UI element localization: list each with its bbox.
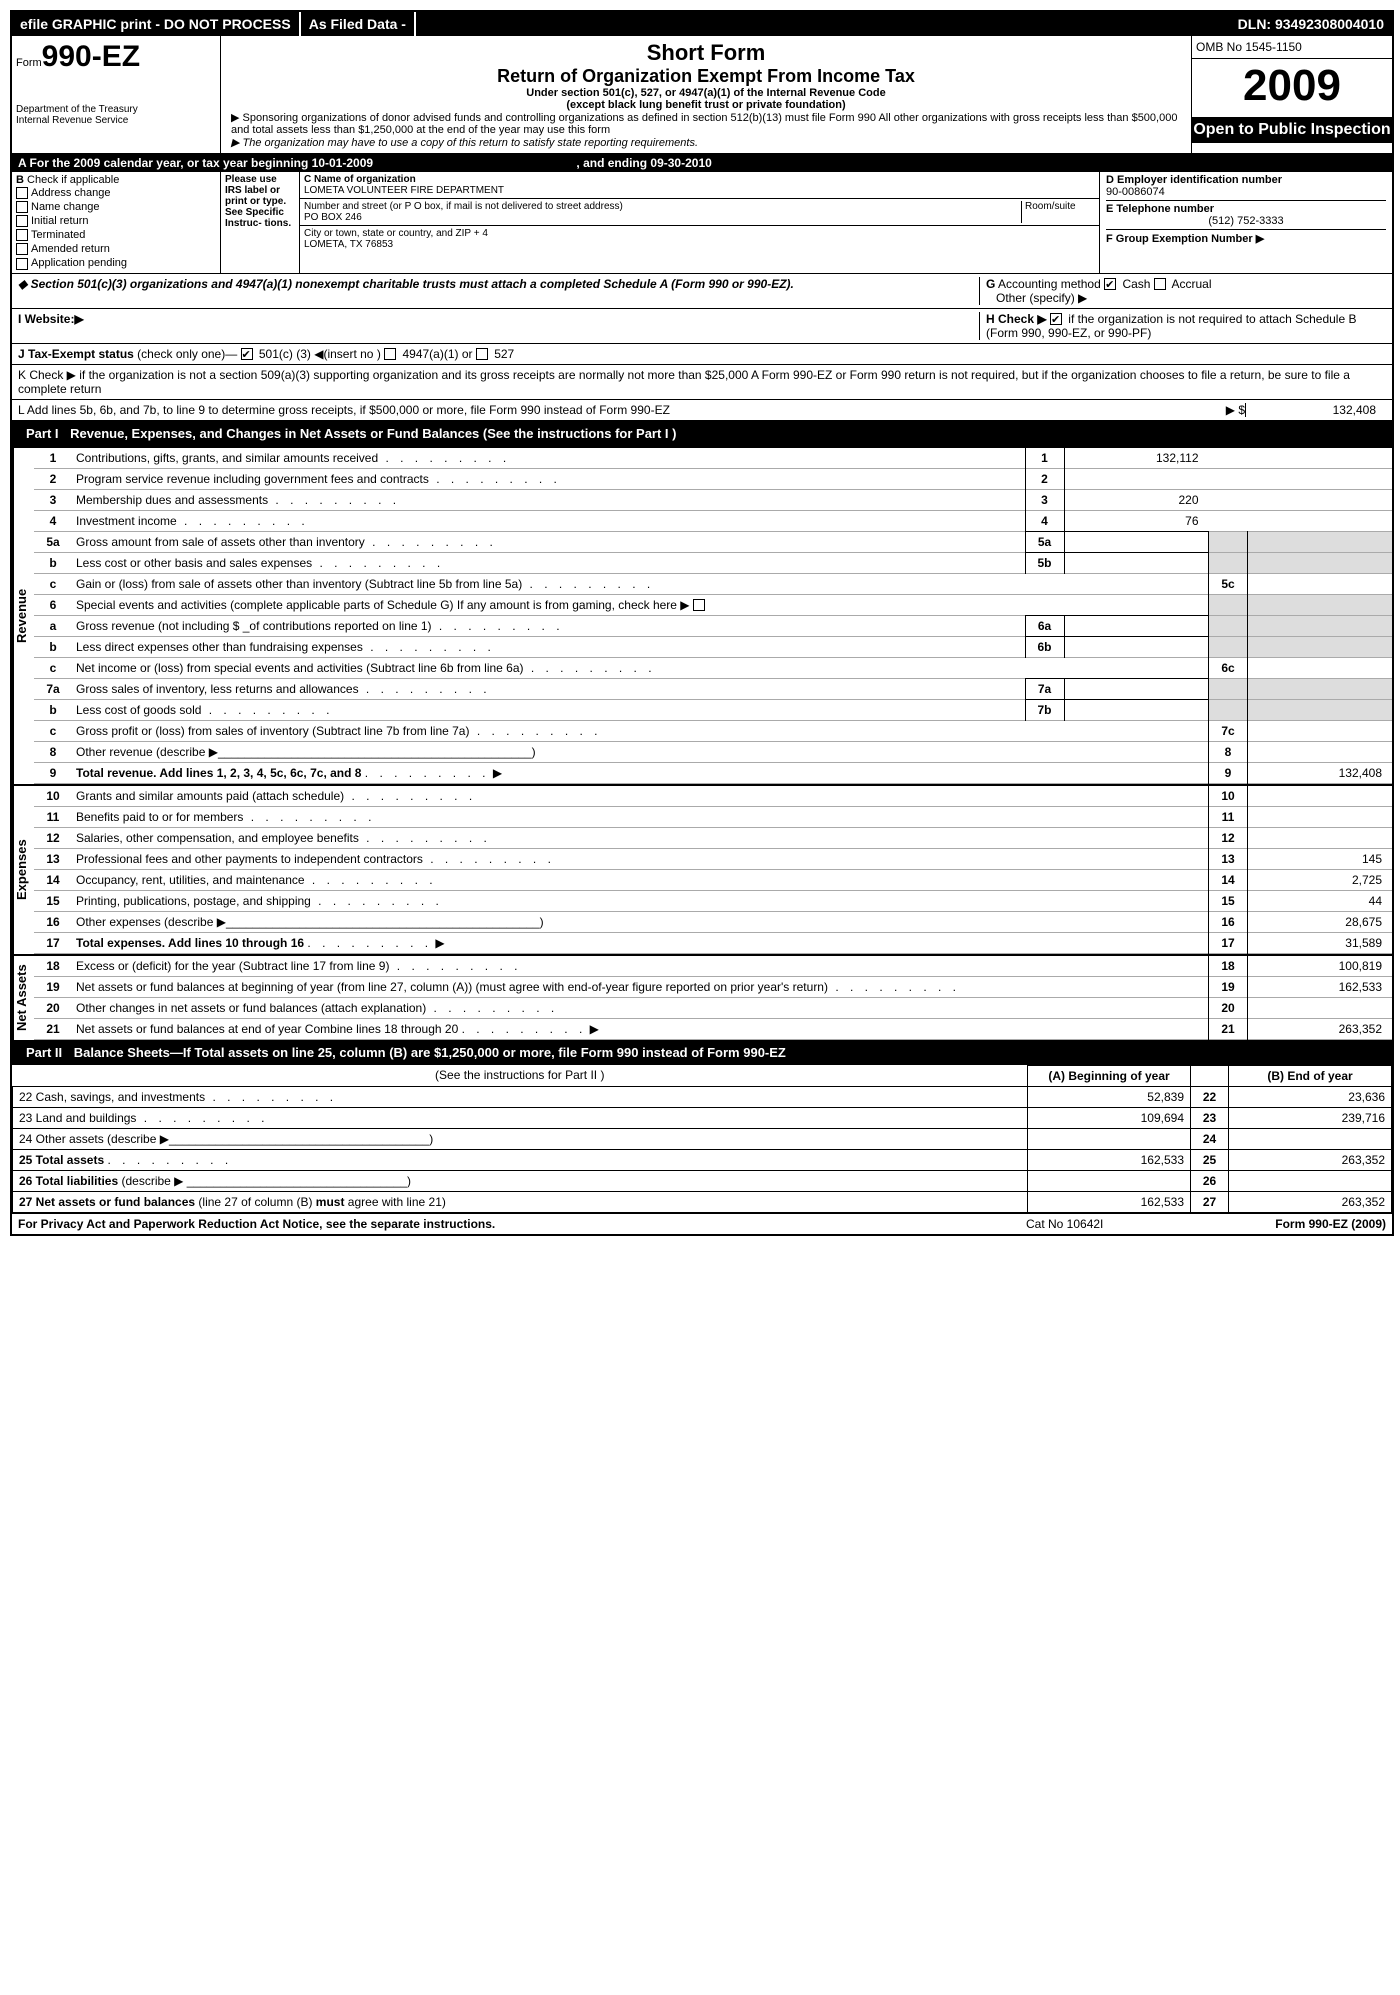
l-line-row: L Add lines 5b, 6b, and 7b, to line 9 to…: [12, 400, 1392, 421]
part2-instr: (See the instructions for Part II ): [13, 1065, 1028, 1086]
col-b-header: (B) End of year: [1229, 1065, 1392, 1086]
revenue-section: Revenue 1Contributions, gifts, grants, a…: [12, 446, 1392, 784]
ein-value: 90-0086074: [1106, 186, 1386, 198]
cb-accrual[interactable]: [1154, 278, 1166, 290]
phone-value: (512) 752-3333: [1106, 215, 1386, 227]
form-prefix: Form: [16, 57, 42, 69]
revenue-table: 1Contributions, gifts, grants, and simil…: [34, 448, 1392, 784]
cb-4947[interactable]: [384, 348, 396, 360]
c-label: C Name of organization: [304, 174, 1095, 185]
under-section: Under section 501(c), 527, or 4947(a)(1)…: [225, 87, 1187, 99]
expenses-table: 10Grants and similar amounts paid (attac…: [34, 786, 1392, 954]
footer: For Privacy Act and Paperwork Reduction …: [12, 1213, 1392, 1234]
col-a-header: (A) Beginning of year: [1028, 1065, 1191, 1086]
l-text: L Add lines 5b, 6b, and 7b, to line 9 to…: [18, 403, 1205, 417]
expenses-vlabel: Expenses: [12, 786, 34, 954]
street-label: Number and street (or P O box, if mail i…: [304, 201, 1021, 212]
part1-title: Revenue, Expenses, and Changes in Net As…: [70, 426, 676, 441]
cb-gaming[interactable]: [693, 599, 705, 611]
header-left: Form990-EZ Department of the Treasury In…: [12, 36, 221, 153]
revenue-vlabel: Revenue: [12, 448, 34, 784]
cb-501c[interactable]: [241, 348, 253, 360]
cat-no: Cat No 10642I: [1026, 1217, 1206, 1231]
cb-name[interactable]: [16, 201, 28, 213]
section-bcd: B Check if applicable Address change Nam…: [12, 172, 1392, 274]
form-990ez: efile GRAPHIC print - DO NOT PROCESS As …: [10, 10, 1394, 1236]
dept-label: Department of the Treasury: [16, 104, 216, 115]
sec501-text: ◆ Section 501(c)(3) organizations and 49…: [18, 277, 979, 305]
part2-label: Part II: [18, 1043, 70, 1062]
city-label: City or town, state or country, and ZIP …: [304, 228, 1095, 239]
netassets-section: Net Assets 18Excess or (deficit) for the…: [12, 954, 1392, 1040]
dln-label: DLN: 93492308004010: [1230, 12, 1392, 36]
tax-exempt-row: J Tax-Exempt status (check only one)— 50…: [12, 344, 1392, 365]
sec501-right: G Accounting method Cash Accrual Other (…: [979, 277, 1386, 305]
f-label: F Group Exemption Number ▶: [1106, 229, 1386, 245]
row-a: A For the 2009 calendar year, or tax yea…: [12, 154, 1392, 172]
cb-pending[interactable]: [16, 258, 28, 270]
balance-table: (See the instructions for Part II ) (A) …: [12, 1065, 1392, 1213]
cb-h[interactable]: [1050, 313, 1062, 325]
cb-amended[interactable]: [16, 243, 28, 255]
part2-header: Part II Balance Sheets—If Total assets o…: [12, 1040, 1392, 1065]
cb-527[interactable]: [476, 348, 488, 360]
privacy-notice: For Privacy Act and Paperwork Reduction …: [18, 1217, 1026, 1231]
asfiled-label: As Filed Data -: [299, 12, 416, 36]
netassets-vlabel: Net Assets: [12, 956, 34, 1040]
col-b: B Check if applicable Address change Nam…: [12, 172, 221, 273]
cb-cash[interactable]: [1104, 278, 1116, 290]
expenses-section: Expenses 10Grants and similar amounts pa…: [12, 784, 1392, 954]
omb-number: OMB No 1545-1150: [1192, 36, 1392, 59]
sponsor1: ▶ Sponsoring organizations of donor advi…: [225, 111, 1187, 136]
except-text: (except black lung benefit trust or priv…: [225, 99, 1187, 111]
netassets-table: 18Excess or (deficit) for the year (Subt…: [34, 956, 1392, 1040]
open-public-label: Open to Public Inspection: [1192, 117, 1392, 143]
return-title: Return of Organization Exempt From Incom…: [225, 66, 1187, 87]
checkbox-list: Address change Name change Initial retur…: [16, 186, 216, 271]
efile-label: efile GRAPHIC print - DO NOT PROCESS: [12, 12, 299, 36]
col-c: C Name of organization LOMETA VOLUNTEER …: [300, 172, 1100, 273]
short-form-title: Short Form: [225, 40, 1187, 66]
form-footer: Form 990-EZ (2009): [1206, 1217, 1386, 1231]
website-row: I Website:▶ H Check ▶ if the organizatio…: [12, 309, 1392, 344]
e-label: E Telephone number: [1106, 200, 1386, 215]
form-number: 990-EZ: [42, 40, 140, 73]
b-check: Check if applicable: [27, 174, 119, 186]
k-check-row: K Check ▶ if the organization is not a s…: [12, 365, 1392, 400]
row-a-ending: , and ending 09-30-2010: [576, 156, 711, 170]
header-row: Form990-EZ Department of the Treasury In…: [12, 36, 1392, 154]
header-center: Short Form Return of Organization Exempt…: [221, 36, 1191, 153]
part1-label: Part I: [18, 424, 67, 443]
please-box: Please use IRS label or print or type. S…: [221, 172, 300, 273]
h-check: H Check ▶ if the organization is not req…: [979, 312, 1386, 340]
tax-year: 2009: [1192, 59, 1392, 117]
org-name: LOMETA VOLUNTEER FIRE DEPARTMENT: [304, 185, 1095, 196]
cb-initial[interactable]: [16, 215, 28, 227]
sponsor2: ▶ The organization may have to use a cop…: [225, 136, 1187, 149]
d-label: D Employer identification number: [1106, 174, 1386, 186]
room-label: Room/suite: [1021, 201, 1095, 223]
cb-address[interactable]: [16, 187, 28, 199]
cb-terminated[interactable]: [16, 229, 28, 241]
part1-header: Part I Revenue, Expenses, and Changes in…: [12, 421, 1392, 446]
l-amount: 132,408: [1245, 403, 1386, 417]
top-bar: efile GRAPHIC print - DO NOT PROCESS As …: [12, 12, 1392, 36]
irs-label: Internal Revenue Service: [16, 115, 216, 126]
street-value: PO BOX 246: [304, 212, 1021, 223]
city-value: LOMETA, TX 76853: [304, 239, 1095, 250]
website-label: I Website:▶: [18, 312, 979, 340]
col-d: D Employer identification number 90-0086…: [1100, 172, 1392, 273]
row-a-label: A For the 2009 calendar year, or tax yea…: [18, 156, 373, 170]
b-label: B: [16, 174, 24, 186]
header-right: OMB No 1545-1150 2009 Open to Public Ins…: [1191, 36, 1392, 153]
section-501: ◆ Section 501(c)(3) organizations and 49…: [12, 274, 1392, 309]
part2-title: Balance Sheets—If Total assets on line 2…: [74, 1045, 786, 1060]
